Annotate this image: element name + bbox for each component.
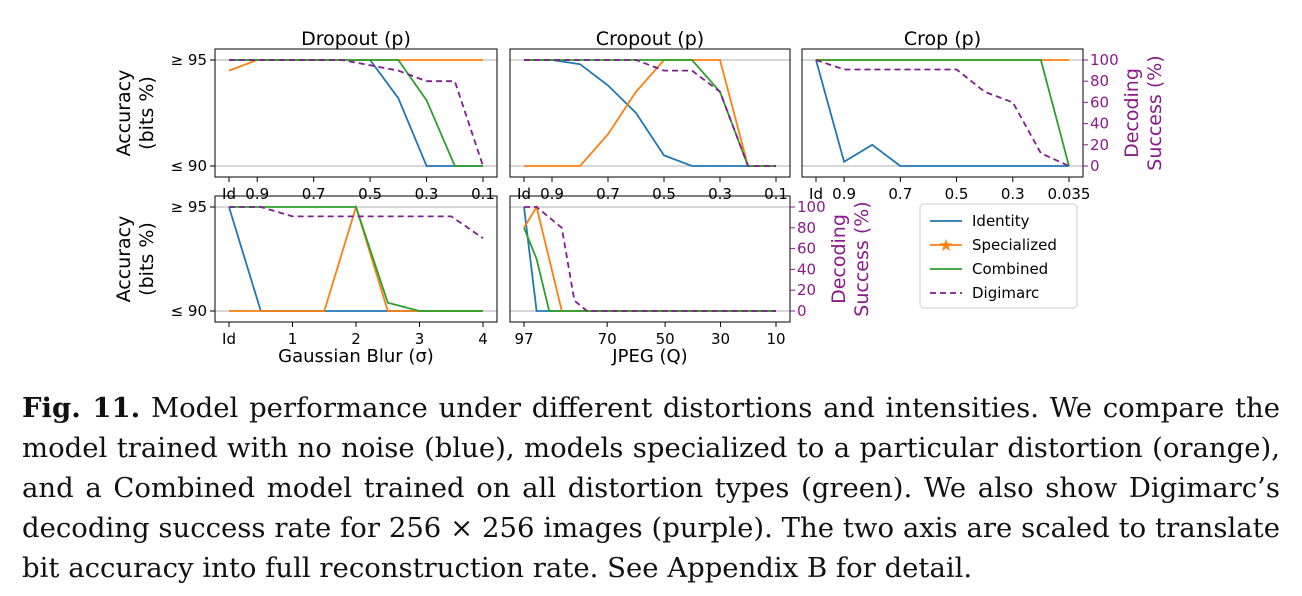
x-tick-label: 50 [656, 330, 675, 348]
series-line-combined [229, 59, 483, 167]
series-line-identity [524, 59, 776, 167]
y2-tick-label: 60 [1090, 93, 1109, 111]
y2-axis-label: Decoding [828, 214, 850, 304]
series-line-combined [816, 59, 1070, 167]
y-axis-label: (bits %) [136, 76, 158, 150]
y2-axis-label: Decoding [1121, 68, 1143, 158]
legend: Identity ★ Specialized Combined Digimarc [919, 203, 1078, 309]
y-axis-label: (bits %) [136, 222, 158, 296]
x-tick-label: 0.7 [596, 185, 620, 203]
x-tick-label: 0.7 [302, 185, 326, 203]
series-line-specialized [523, 204, 776, 312]
series-line-digimarc [229, 59, 484, 167]
x-tick-label: 3 [415, 330, 425, 348]
y2-tick-label: 0 [1090, 157, 1100, 175]
axes-frame [509, 48, 791, 178]
x-tick-label: 0.9 [245, 185, 269, 203]
y2-tick-label: 60 [797, 240, 816, 258]
y2-tick-label: 20 [797, 281, 816, 299]
y-tick-label: ≥ 95 [171, 198, 207, 216]
figure-11: Dropout (p) Id 0.9 0.7 0.5 0.3 0.1 ≥ 95 ≤ 90 Accu… [113, 28, 1166, 367]
axes-frame [801, 48, 1084, 178]
series-line-combined [229, 206, 483, 312]
legend-label: Specialized [972, 236, 1057, 254]
x-tick-label: 10 [766, 330, 785, 348]
series-line-digimarc [815, 59, 1070, 167]
star-marker-icon: ★ [938, 236, 953, 256]
x-tick-label: 0.1 [471, 185, 495, 203]
y2-tick-label: 20 [1090, 136, 1109, 154]
x-tick-label: 2 [351, 330, 361, 348]
y-axis-label: Accuracy [113, 70, 135, 157]
y2-tick-label: 80 [1090, 72, 1109, 90]
chart-title: Crop (p) [904, 28, 981, 50]
x-tick-label: Id [222, 185, 236, 203]
series-line-identity [229, 59, 483, 167]
y2-tick-label: 40 [1090, 115, 1109, 133]
x-tick-label: 0.5 [652, 185, 676, 203]
y2-axis-label: Success (%) [851, 201, 873, 316]
x-tick-label: Id [517, 185, 531, 203]
x-tick-label: 0.1 [764, 185, 788, 203]
figure-caption: Fig. 11. Model performance under differe… [22, 388, 1280, 588]
x-tick-label: 4 [478, 330, 488, 348]
series-line-specialized [229, 203, 483, 312]
chart-panel-4: Id 1 2 3 4 Gaussian Blur (σ) ≥ 95 ≤ 90 Accuracy(… [113, 195, 498, 367]
series-line-identity [523, 206, 776, 312]
axes-frame [214, 195, 498, 323]
y-tick-label: ≤ 90 [171, 302, 207, 320]
y2-tick-label: 0 [797, 302, 807, 320]
axes-frame [214, 48, 498, 178]
series-line-digimarc [524, 206, 776, 312]
x-tick-label: 0.7 [888, 185, 912, 203]
caption-label: Fig. 11. [22, 392, 141, 424]
x-tick-label: 0.9 [540, 185, 564, 203]
series-line-specialized [524, 59, 776, 167]
legend-frame [919, 203, 1078, 309]
x-tick-label: Id [809, 185, 823, 203]
series-line-specialized [228, 59, 483, 72]
x-tick-label: 0.3 [708, 185, 732, 203]
series-line-digimarc [229, 206, 484, 239]
x-axis-label: Gaussian Blur (σ) [278, 346, 434, 367]
series-line-identity [228, 206, 483, 312]
series-line-digimarc [524, 59, 776, 167]
chart-title: Dropout (p) [301, 28, 411, 50]
x-tick-label: 97 [514, 330, 533, 348]
axes-frame [509, 195, 791, 323]
x-tick-label: 0.035 [1048, 185, 1091, 203]
series-line-identity [815, 59, 1069, 167]
chart-panel-1: Dropout (p) Id 0.9 0.7 0.5 0.3 0.1 ≥ 95 ≤ 90 Accu… [113, 28, 498, 203]
caption-text: Model performance under different distor… [22, 392, 1280, 584]
x-tick-label: Id [222, 330, 236, 348]
chart-panel-3: Crop (p) Id 0.9 0.7 0.5 0.3 0.035 0 20 40 60 80 100D… [801, 28, 1166, 203]
chart-title: Cropout (p) [596, 28, 704, 50]
x-tick-label: 0.5 [945, 185, 969, 203]
y2-tick-label: 80 [797, 219, 816, 237]
x-tick-label: 30 [711, 330, 730, 348]
y2-tick-label: 100 [797, 198, 826, 216]
x-tick-label: 70 [598, 330, 617, 348]
y2-axis-label: Success (%) [1144, 55, 1166, 170]
x-axis-label: JPEG (Q) [611, 346, 687, 367]
chart-panel-2: Cropout (p) Id 0.9 0.7 0.5 0.3 0.1 [509, 28, 791, 203]
y2-tick-label: 40 [797, 260, 816, 278]
legend-label: Digimarc [972, 284, 1039, 302]
x-tick-label: 0.9 [832, 185, 856, 203]
y2-tick-label: 100 [1090, 51, 1119, 69]
y-tick-label: ≤ 90 [171, 157, 207, 175]
legend-label: Identity [972, 212, 1030, 230]
y-tick-label: ≥ 95 [171, 51, 207, 69]
legend-label: Combined [972, 260, 1048, 278]
x-tick-label: 0.3 [415, 185, 439, 203]
y-axis-label: Accuracy [113, 216, 135, 303]
x-tick-label: 0.5 [358, 185, 382, 203]
series-line-combined [523, 227, 776, 312]
x-tick-label: 0.3 [1001, 185, 1025, 203]
x-tick-label: 1 [288, 330, 298, 348]
